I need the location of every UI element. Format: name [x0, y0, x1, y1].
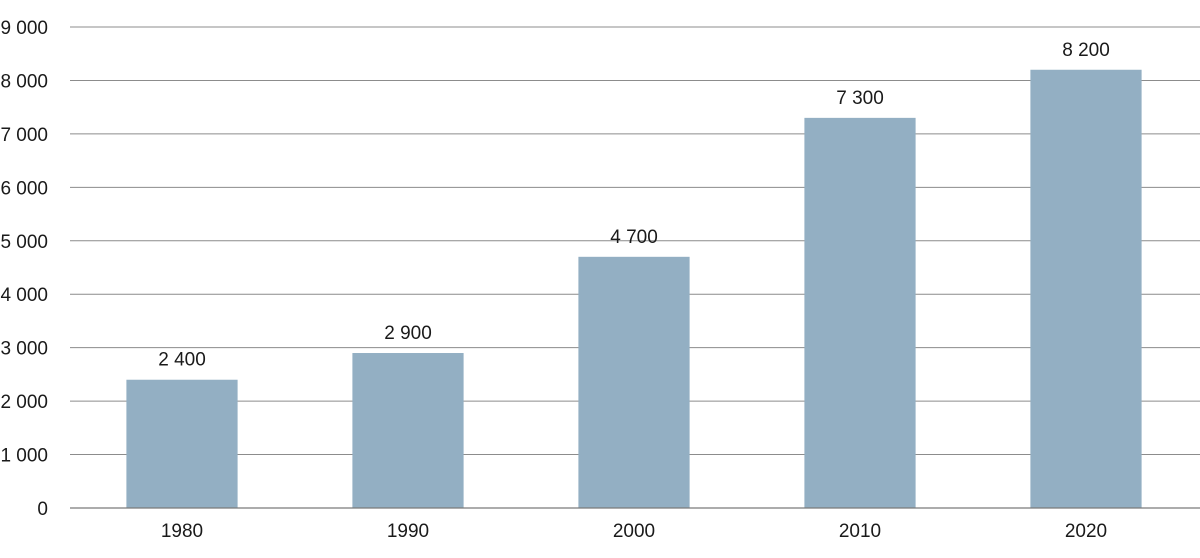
bar-value-labels: 2 400 2 900 4 700 7 300 8 200 — [158, 40, 1110, 371]
bar-value-label: 8 200 — [1062, 40, 1110, 61]
y-axis-ticks: 0 1 000 2 000 3 000 4 000 5 000 6 000 7 000 8 00… — [0, 18, 48, 520]
bar-value-label: 2 400 — [158, 350, 206, 371]
y-tick-label: 9 000 — [0, 18, 48, 39]
bar-1990 — [352, 353, 464, 508]
y-tick-label: 4 000 — [0, 285, 48, 306]
x-tick-label: 2010 — [839, 521, 881, 542]
y-tick-label: 0 — [37, 499, 48, 520]
bar-2020 — [1030, 69, 1142, 508]
y-tick-label: 8 000 — [0, 71, 48, 92]
bar-1980 — [126, 379, 238, 508]
bars — [126, 69, 1142, 508]
bar-value-label: 4 700 — [610, 227, 658, 248]
y-tick-label: 2 000 — [0, 392, 48, 413]
bar-2000 — [578, 256, 690, 508]
y-tick-label: 5 000 — [0, 232, 48, 253]
x-tick-label: 2020 — [1065, 521, 1107, 542]
y-tick-label: 6 000 — [0, 178, 48, 199]
x-axis-ticks: 1980 1990 2000 2010 2020 — [161, 521, 1107, 542]
x-tick-label: 1990 — [387, 521, 429, 542]
bar-2010 — [804, 117, 916, 508]
gridlines — [70, 26, 1200, 456]
y-tick-label: 7 000 — [0, 125, 48, 146]
x-tick-label: 2000 — [613, 521, 655, 542]
bar-value-label: 2 900 — [384, 323, 432, 344]
y-tick-label: 3 000 — [0, 339, 48, 360]
x-tick-label: 1980 — [161, 521, 203, 542]
bar-value-label: 7 300 — [836, 88, 884, 109]
y-tick-label: 1 000 — [0, 446, 48, 467]
